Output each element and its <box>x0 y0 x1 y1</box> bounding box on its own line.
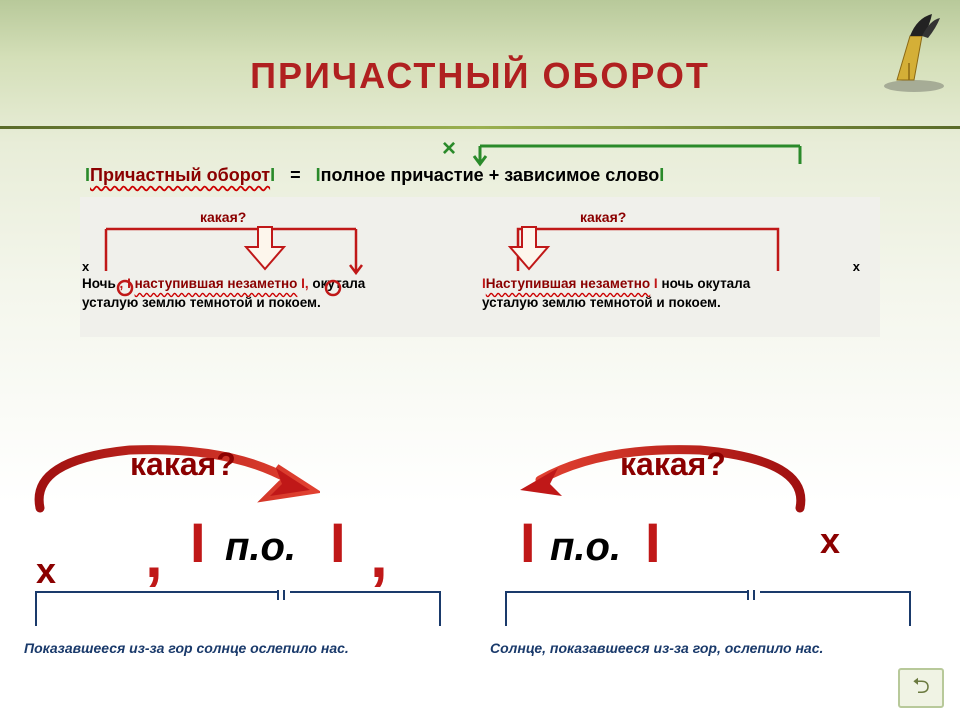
sentence-left: Показавшееся из-за гор солнце ослепило н… <box>24 640 349 656</box>
schema: какая? х , I п.о. I , какая? I п.о. I х … <box>30 440 930 670</box>
schema-left-x: х <box>36 550 56 592</box>
schema-right-question: какая? <box>620 446 726 483</box>
return-icon[interactable]: ⮌ <box>898 668 944 708</box>
formula-right-b: + зависимое слово <box>484 165 660 185</box>
schema-right-x: х <box>820 520 840 562</box>
schema-right-po: п.о. <box>550 525 621 570</box>
schema-right-bar2: I <box>645 510 661 575</box>
page-title: ПРИЧАСТНЫЙ ОБОРОТ <box>0 55 960 97</box>
schema-left-po: п.о. <box>225 525 296 570</box>
schema-left-bar1: I <box>190 510 206 575</box>
example-left: какая? х Ночь , I наступившая незаметно … <box>80 197 480 337</box>
schema-left-bar2: I <box>330 510 346 575</box>
ex-right-text: IНаступившая незаметно I ночь окутала ус… <box>482 275 862 313</box>
formula: IПричастный оборотI = Iполное причастие … <box>85 165 664 186</box>
schema-left-question: какая? <box>130 446 236 483</box>
formula-left: Причастный оборот <box>90 165 270 185</box>
schema-left-comma2: , <box>370 536 388 574</box>
formula-right-a: полное причастие <box>321 165 484 185</box>
divider <box>0 116 960 119</box>
ex-right-bracket <box>516 227 796 275</box>
ex-right-question: какая? <box>580 207 626 228</box>
pen-icon <box>862 8 952 98</box>
ex-left-down-arrow <box>240 225 290 271</box>
schema-left-under <box>30 590 450 638</box>
schema-left-comma1: , <box>145 536 163 574</box>
ex-right-x: х <box>853 257 860 277</box>
formula-equals: = <box>290 165 301 185</box>
ex-left-text: Ночь , I наступившая незаметно I, окутал… <box>82 275 462 313</box>
schema-right-under <box>500 590 920 638</box>
examples-box: какая? х Ночь , I наступившая незаметно … <box>80 197 880 337</box>
ex-left-x: х <box>82 257 89 277</box>
circle-icon <box>116 279 134 297</box>
formula-x-mark: × <box>442 135 456 163</box>
ex-right-down-arrow <box>504 225 554 271</box>
example-right: какая? х IНаступившая незаметно I ночь о… <box>480 197 880 337</box>
circle-icon <box>324 279 342 297</box>
sentence-right: Солнце, показавшееся из-за гор, ослепило… <box>490 640 823 656</box>
schema-right-bar1: I <box>520 510 536 575</box>
